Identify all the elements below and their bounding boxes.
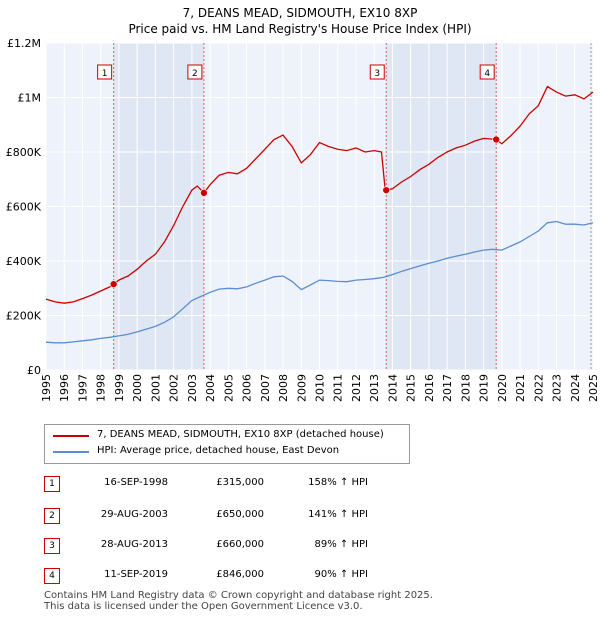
sale-hpi-change: 141% ↑ HPI — [308, 509, 368, 520]
sale-row-4: 4 11-SEP-2019 £846,000 90% ↑ HPI — [0, 568, 600, 584]
sale-date: 16-SEP-1998 — [104, 477, 168, 488]
x-tick-label: 2025 — [587, 374, 600, 402]
footer-copyright: Contains HM Land Registry data © Crown c… — [44, 590, 433, 601]
sale-number-badge: 4 — [44, 568, 60, 584]
chart-title: 7, DEANS MEAD, SIDMOUTH, EX10 8XP — [182, 6, 418, 20]
x-tick-label: 2007 — [259, 374, 272, 402]
sale-row-3: 3 28-AUG-2013 £660,000 89% ↑ HPI — [0, 538, 600, 554]
sale-price: £315,000 — [216, 477, 264, 488]
x-tick-label: 2005 — [222, 374, 235, 402]
sale-label-box — [369, 64, 385, 80]
x-tick-label: 2000 — [131, 374, 144, 402]
legend: 7, DEANS MEAD, SIDMOUTH, EX10 8XP (detac… — [44, 424, 410, 464]
sale-date: 28-AUG-2013 — [100, 539, 168, 550]
legend-label-property: 7, DEANS MEAD, SIDMOUTH, EX10 8XP (detac… — [97, 429, 384, 440]
x-tick-label: 2020 — [496, 374, 509, 402]
x-tick-label: 1995 — [40, 374, 53, 402]
legend-swatch-property — [53, 435, 89, 437]
x-tick-label: 2006 — [241, 374, 254, 402]
x-tick-label: 2013 — [368, 374, 381, 402]
x-tick-label: 2010 — [314, 374, 327, 402]
sale-date: 29-AUG-2003 — [100, 509, 168, 520]
sale-number-badge: 3 — [44, 538, 60, 554]
y-tick-label: £0 — [27, 364, 41, 377]
x-tick-label: 2002 — [168, 374, 181, 402]
y-tick-label: £1M — [18, 92, 42, 105]
footer: Contains HM Land Registry data © Crown c… — [44, 590, 433, 612]
x-tick-label: 1998 — [95, 374, 108, 402]
x-tick-label: 2019 — [478, 374, 491, 402]
legend-label-hpi: HPI: Average price, detached house, East… — [97, 445, 340, 456]
sale-number-badge: 1 — [44, 476, 60, 492]
x-tick-label: 1997 — [76, 374, 89, 402]
x-tick-label: 2021 — [514, 374, 527, 402]
sale-price: £660,000 — [216, 539, 264, 550]
x-tick-label: 2018 — [459, 374, 472, 402]
x-tick-label: 1996 — [58, 374, 71, 402]
footer-licence: This data is licensed under the Open Gov… — [44, 601, 363, 612]
price-chart: 1 2 3 4 £0 £200K £400K £600K £800K £1M £1.2M 1995 19… — [6, 38, 600, 402]
x-tick-label: 2023 — [551, 374, 564, 402]
hpi-line — [45, 220, 594, 344]
y-tick-label: £600K — [6, 201, 42, 214]
sale-price: £650,000 — [216, 509, 264, 520]
sale-point — [382, 186, 391, 194]
sale-label-box — [97, 64, 113, 80]
x-tick-label: 2001 — [149, 374, 162, 402]
x-tick-label: 2016 — [423, 374, 436, 402]
x-tick-label: 2017 — [441, 374, 454, 402]
sale-hpi-change: 90% ↑ HPI — [314, 569, 368, 580]
x-tick-label: 2014 — [386, 374, 399, 402]
x-tick-label: 2011 — [332, 374, 345, 402]
sale-price: £846,000 — [216, 569, 264, 580]
x-tick-label: 2004 — [204, 374, 217, 402]
sale-label-number: 4 — [484, 69, 490, 79]
sale-point — [492, 135, 500, 144]
x-tick-label: 2008 — [277, 374, 290, 402]
sale-label-number: 2 — [192, 69, 198, 79]
y-tick-label: £1.2M — [7, 38, 41, 50]
sale-label-number: 1 — [102, 69, 108, 79]
sale-label-box — [187, 64, 203, 80]
sale-point — [109, 280, 118, 288]
legend-swatch-hpi — [53, 451, 89, 453]
x-tick-label: 2024 — [569, 374, 582, 402]
x-tick-label: 1999 — [113, 374, 126, 402]
sale-row-2: 2 29-AUG-2003 £650,000 141% ↑ HPI — [0, 508, 600, 524]
y-tick-label: £800K — [6, 146, 42, 159]
sale-label-number: 3 — [374, 69, 380, 79]
sale-point — [200, 189, 208, 197]
y-tick-label: £200K — [6, 310, 42, 323]
y-tick-label: £400K — [6, 255, 42, 268]
x-tick-label: 2012 — [350, 374, 363, 402]
sale-number-badge: 2 — [44, 508, 60, 524]
x-tick-label: 2009 — [295, 374, 308, 402]
x-tick-label: 2003 — [186, 374, 199, 402]
sale-hpi-change: 158% ↑ HPI — [308, 477, 368, 488]
sale-date: 11-SEP-2019 — [104, 569, 168, 580]
sale-label-box — [479, 64, 495, 80]
x-tick-label: 2015 — [405, 374, 418, 402]
x-tick-label: 2022 — [532, 374, 545, 402]
sale-hpi-change: 89% ↑ HPI — [314, 539, 368, 550]
sale-row-1: 1 16-SEP-1998 £315,000 158% ↑ HPI — [0, 476, 600, 492]
chart-subtitle: Price paid vs. HM Land Registry's House … — [128, 22, 472, 36]
